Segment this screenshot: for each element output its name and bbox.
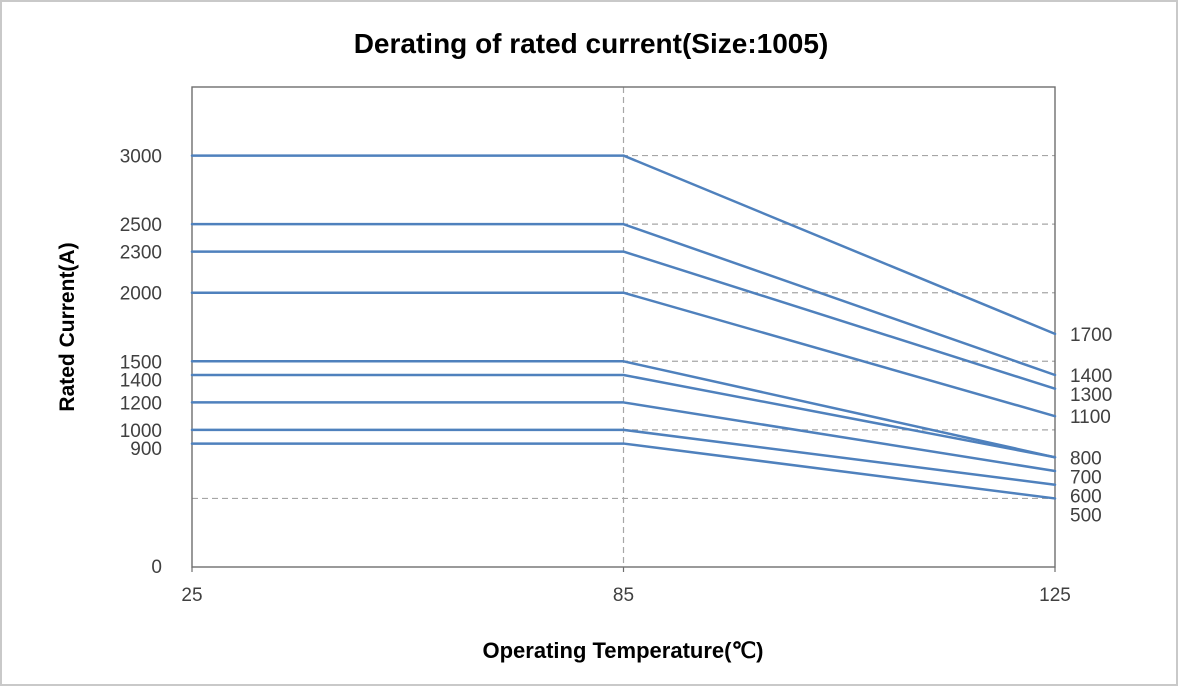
series-start-label: 1200 [120, 393, 162, 414]
series-end-label: 600 [1070, 486, 1102, 507]
series-end-label: 700 [1070, 467, 1102, 488]
x-tick-label: 85 [613, 585, 634, 606]
series-end-label: 500 [1070, 505, 1102, 526]
series-start-label: 2000 [120, 284, 162, 305]
series-start-label: 1000 [120, 421, 162, 442]
series-end-label: 1700 [1070, 325, 1112, 346]
series-end-label: 1100 [1070, 407, 1111, 428]
series-line-2000 [190, 291, 1057, 418]
series-start-label: 2500 [120, 215, 162, 236]
x-tick-label: 125 [1039, 585, 1071, 606]
series-end-label: 800 [1070, 448, 1102, 469]
series-start-label: 3000 [120, 147, 162, 168]
y-origin-label: 0 [151, 557, 162, 578]
series-line-1000 [190, 428, 1057, 486]
series-line-2300 [190, 250, 1057, 390]
series-line-900 [190, 442, 1057, 500]
series-start-label: 2300 [120, 243, 162, 264]
series-end-label: 1300 [1070, 385, 1112, 406]
series-line-1500 [190, 360, 1057, 459]
series-start-label: 1400 [120, 370, 162, 391]
series-line-1400 [190, 373, 1057, 459]
series-line-3000 [190, 154, 1057, 336]
x-axis-title: Operating Temperature(℃) [482, 638, 764, 663]
series-end-label: 1400 [1070, 366, 1112, 387]
series-start-label: 1500 [120, 352, 162, 373]
series-line-1200 [190, 401, 1057, 473]
x-tick-label: 25 [181, 585, 202, 606]
series-line-2500 [190, 222, 1057, 377]
chart-title: Derating of rated current(Size:1005) [353, 28, 829, 59]
series-start-label: 900 [130, 439, 162, 460]
